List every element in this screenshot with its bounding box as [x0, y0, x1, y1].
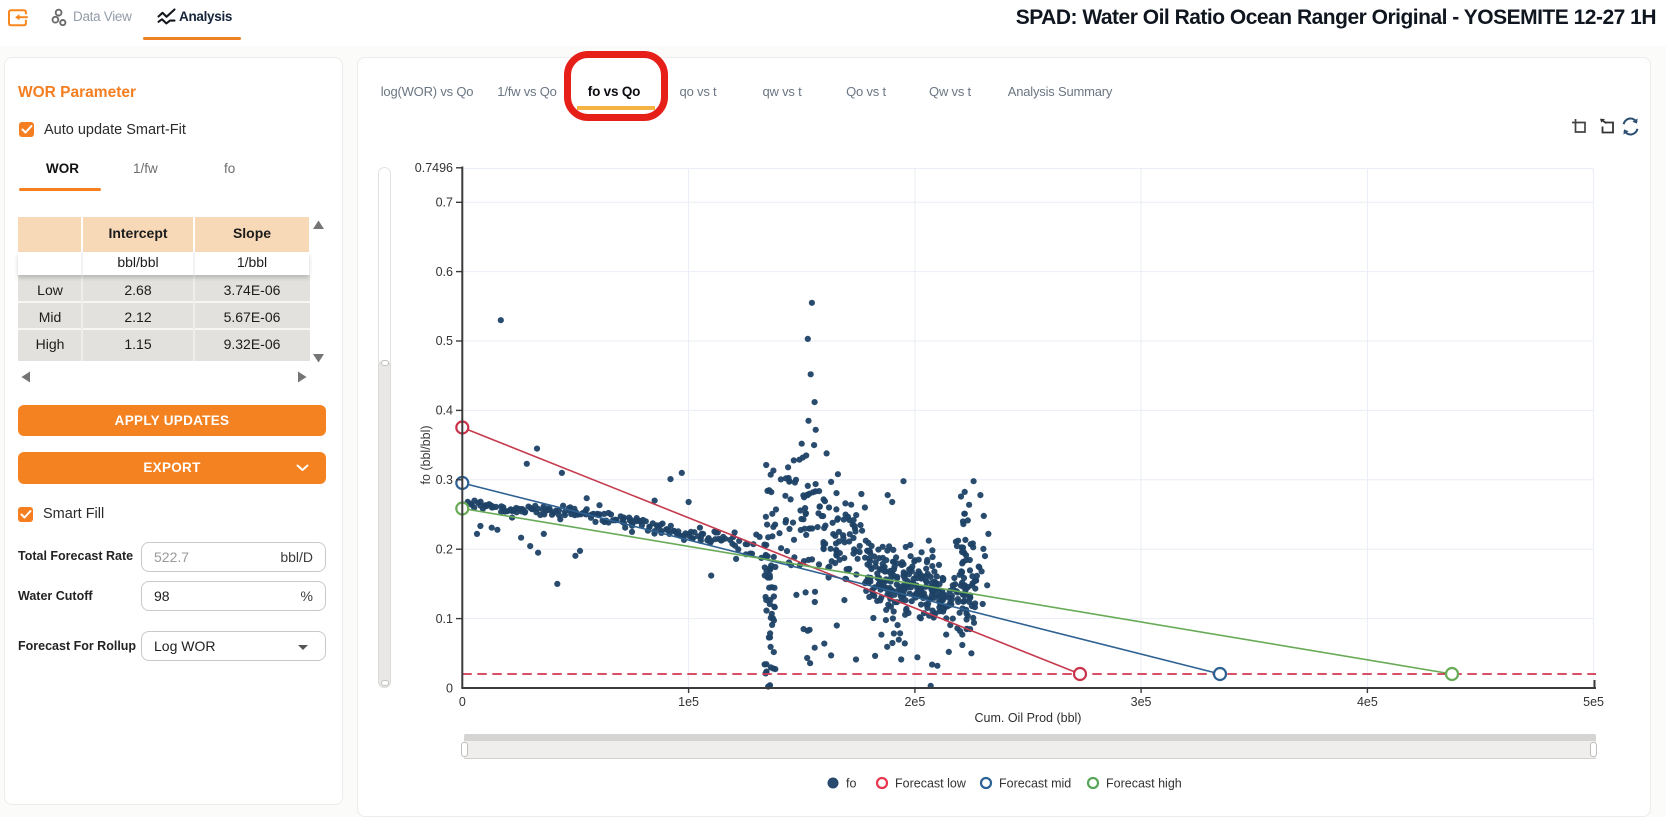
svg-text:3e5: 3e5: [1131, 695, 1152, 709]
svg-text:1e5: 1e5: [678, 695, 699, 709]
svg-text:fo (bbl/bbl): fo (bbl/bbl): [419, 425, 433, 484]
svg-text:0.4: 0.4: [436, 404, 453, 418]
svg-text:4e5: 4e5: [1357, 695, 1378, 709]
svg-text:0: 0: [459, 695, 466, 709]
svg-text:0.6: 0.6: [436, 265, 453, 279]
svg-text:0.7: 0.7: [436, 196, 453, 210]
svg-text:Forecast high: Forecast high: [1106, 777, 1182, 791]
svg-text:0: 0: [446, 681, 453, 695]
svg-text:0.1: 0.1: [436, 612, 453, 626]
svg-text:0.7496: 0.7496: [415, 161, 453, 175]
svg-text:Forecast low: Forecast low: [895, 777, 967, 791]
svg-text:Cum. Oil Prod (bbl): Cum. Oil Prod (bbl): [975, 711, 1082, 725]
svg-text:5e5: 5e5: [1583, 695, 1604, 709]
svg-text:0.2: 0.2: [436, 542, 453, 556]
svg-text:Forecast mid: Forecast mid: [999, 777, 1071, 791]
svg-text:0.3: 0.3: [436, 473, 453, 487]
svg-text:0.5: 0.5: [436, 334, 453, 348]
svg-text:fo: fo: [846, 777, 856, 791]
svg-text:2e5: 2e5: [904, 695, 925, 709]
